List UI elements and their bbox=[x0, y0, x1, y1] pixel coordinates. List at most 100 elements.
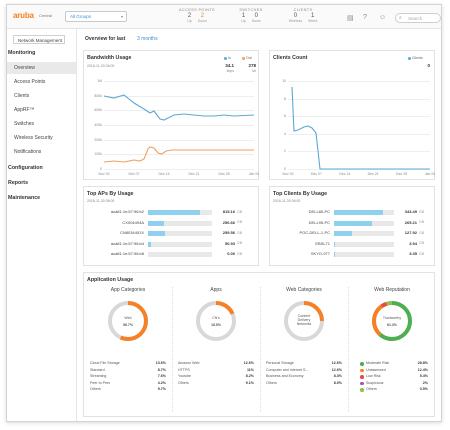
app-usage-row-name: Others bbox=[266, 380, 277, 385]
sidebar-section-monitoring[interactable]: Monitoring bbox=[8, 50, 36, 56]
bandwidth-y-tick: 800k bbox=[94, 93, 102, 98]
app-usage-row-name: Business and Economy bbox=[266, 374, 304, 379]
clients-y-tick: 6 bbox=[284, 114, 286, 119]
app-donut-chart bbox=[196, 301, 236, 341]
in-value: 34.1 bbox=[225, 63, 234, 68]
help-icon[interactable]: ? bbox=[363, 14, 367, 21]
sidebar-item-wireless-security[interactable]: Wireless Security bbox=[14, 135, 53, 141]
top-client-name: DELL95-PC bbox=[308, 219, 330, 225]
bandwidth-gridline bbox=[104, 169, 254, 170]
time-range-selector[interactable]: 3 months bbox=[137, 36, 158, 42]
bandwidth-x-tick: Jan 04 bbox=[248, 172, 260, 176]
legend-clients: Clients bbox=[408, 56, 423, 60]
clients-y-tick: 8 bbox=[284, 96, 286, 101]
bandwidth-x-tick: Dec 14 bbox=[158, 172, 170, 176]
switch-up-count: 1 bbox=[241, 13, 246, 19]
bandwidth-x-tick: Dec 28 bbox=[218, 172, 230, 176]
bandwidth-y-tick: 100k bbox=[94, 152, 102, 157]
bandwidth-y-tick: 200k bbox=[94, 137, 102, 142]
overview-label: Overview for last bbox=[85, 36, 126, 42]
app-usage-row: Others 9.1% bbox=[178, 381, 254, 387]
clients-count-chart bbox=[291, 86, 430, 170]
clients-gridline bbox=[288, 151, 430, 153]
switch-summary[interactable]: SWITCHES 1 Up 0 Down bbox=[233, 8, 269, 23]
sidebar-item-switches[interactable]: Switches bbox=[14, 121, 35, 127]
ap-up-label: Up bbox=[187, 19, 192, 23]
donut-center-label: Web 56.7% bbox=[113, 316, 143, 327]
user-icon[interactable]: ☺ bbox=[379, 14, 387, 21]
sidebar-item-clients[interactable]: Clients bbox=[14, 93, 30, 99]
app-usage-row-name: Youtube bbox=[178, 374, 192, 379]
donut-center-text: Delivery bbox=[297, 318, 311, 323]
clients-x-tick: Dec 21 bbox=[367, 172, 379, 176]
top-ap-unit: GB bbox=[237, 241, 243, 245]
bandwidth-card: Bandwidth Usage 2016-11-30 06:00 In Out … bbox=[83, 50, 259, 180]
documents-icon[interactable]: ▤ bbox=[347, 15, 354, 22]
status-dot-icon bbox=[360, 375, 364, 379]
app-usage-row-name: Computer and Internet S... bbox=[266, 367, 309, 372]
app-usage-row-name: Others bbox=[366, 387, 377, 392]
sidebar-item-access-points[interactable]: Access Points bbox=[14, 79, 46, 85]
bandwidth-x-tick: Dec 21 bbox=[188, 172, 200, 176]
app-usage-row-name: Personal Storage bbox=[266, 361, 294, 365]
sidebar-item-notifications[interactable]: Notifications bbox=[14, 149, 42, 155]
network-management-selector[interactable]: Network Management › bbox=[13, 35, 65, 44]
out-series-line bbox=[103, 146, 254, 163]
out-unit: kb bbox=[252, 69, 256, 73]
top-ap-bar-track bbox=[148, 252, 212, 257]
top-ap-value: 256.66 bbox=[222, 219, 235, 225]
app-usage-row: HTTPS 11% bbox=[178, 368, 254, 374]
top-client-value: 343.49 bbox=[404, 209, 417, 214]
main-content: Overview for last 3 months Bandwidth Usa… bbox=[77, 29, 441, 421]
top-client-value: 265.21 bbox=[404, 219, 417, 225]
top-client-name: SKYO-977 bbox=[310, 251, 330, 256]
top-client-name: EBSL71 bbox=[315, 240, 330, 246]
chevron-down-icon: ▾ bbox=[120, 14, 123, 19]
top-client-bar-track bbox=[334, 220, 394, 226]
group-selector[interactable]: All Groups ▾ bbox=[65, 11, 127, 22]
wireless-label: Wireless bbox=[288, 19, 303, 23]
switch-up-label: Up bbox=[241, 19, 246, 23]
sidebar-section-configuration[interactable]: Configuration bbox=[8, 165, 43, 171]
chevron-right-icon: › bbox=[59, 37, 61, 42]
wireless-count: 0 bbox=[293, 13, 298, 19]
out-legend-icon bbox=[242, 56, 245, 60]
top-client-name: DELL85-PC bbox=[308, 209, 330, 214]
client-summary[interactable]: CLIENTS 0 Wireless 1 Wired bbox=[283, 8, 323, 23]
status-dot-icon bbox=[360, 388, 364, 392]
app-usage-row-value: 7.6% bbox=[157, 374, 166, 379]
donut-center-text: Networks bbox=[296, 322, 312, 327]
app-usage-row-value: 13.6% bbox=[155, 361, 166, 365]
top-aps-subtitle: 2016-11-30 06:00 bbox=[87, 199, 115, 203]
top-client-bar-track bbox=[334, 241, 394, 247]
donut-center-label: Trustworthy 61.3% bbox=[377, 316, 407, 327]
bandwidth-gridline bbox=[104, 95, 254, 97]
ap-up-count: 2 bbox=[187, 13, 192, 19]
top-ap-bar-fill bbox=[148, 241, 152, 247]
app-usage-row-value: 8.3% bbox=[333, 374, 342, 379]
clients-gridline bbox=[288, 133, 430, 135]
donut-center-label: Content Delivery Networks bbox=[289, 314, 319, 326]
clients-x-tick: Dec 14 bbox=[339, 172, 351, 176]
aruba-logo: aruba bbox=[13, 11, 34, 20]
ap-summary[interactable]: ACCESS POINTS 2 Up 2 Down bbox=[175, 8, 219, 23]
sidebar-section-maintenance[interactable]: Maintenance bbox=[8, 195, 41, 201]
app-usage-row-value: 9.7% bbox=[157, 387, 166, 392]
search-input[interactable]: ⌕ Search bbox=[395, 13, 441, 23]
search-placeholder: Search bbox=[408, 15, 423, 21]
top-client-value: 3.35 bbox=[409, 251, 417, 256]
bandwidth-gridline bbox=[104, 125, 254, 126]
app-usage-row: Cloud File Storage 13.6% bbox=[90, 361, 166, 367]
app-usage-row-value: 5.4% bbox=[419, 374, 428, 379]
sidebar-item-apprf[interactable]: AppRF™ bbox=[14, 107, 35, 113]
switch-down-count: 0 bbox=[254, 13, 258, 19]
app-usage-row: Suspicious 2% bbox=[366, 381, 428, 387]
top-aps-card: Top APs By Usage 2016-11-30 06:00 aca81:… bbox=[83, 186, 259, 266]
sidebar-section-reports[interactable]: Reports bbox=[8, 180, 29, 186]
in-unit: kbps bbox=[226, 69, 234, 73]
app-usage-row: Personal Storage 12.6% bbox=[266, 361, 342, 367]
donut-center-text: CN's bbox=[212, 316, 220, 320]
donut-center-text: 61.3% bbox=[387, 323, 397, 328]
sidebar-item-overview[interactable]: Overview bbox=[7, 62, 77, 74]
top-client-unit: GB bbox=[419, 220, 425, 224]
